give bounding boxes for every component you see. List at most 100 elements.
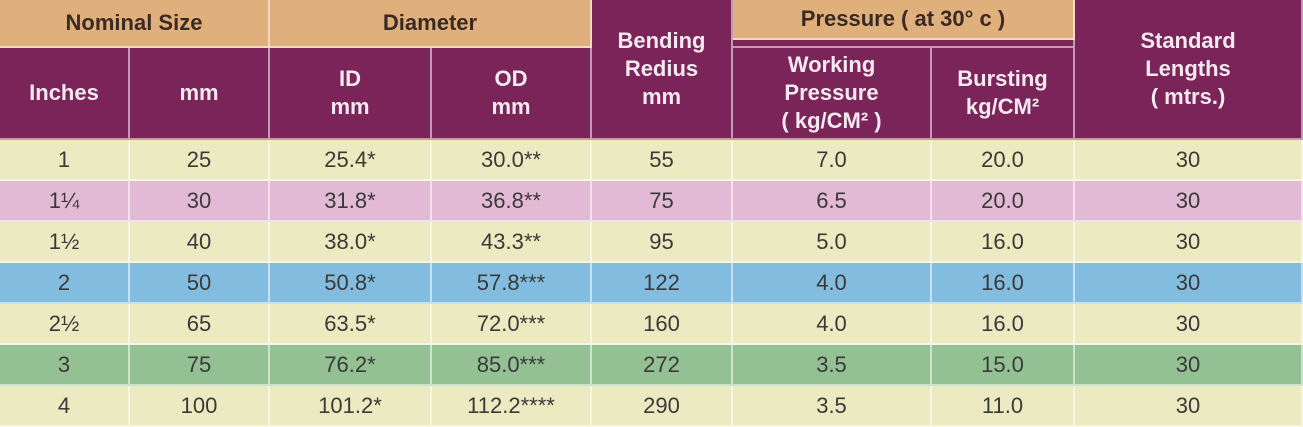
table-cell: 55 (592, 140, 733, 181)
cell-text: 30 (186, 187, 212, 213)
table-cell: 75 (130, 345, 270, 386)
cell-text: 16.0 (981, 269, 1024, 295)
cell-text: 1 (57, 146, 71, 172)
column-header: Working Pressure ( kg/CM² ) (733, 48, 932, 140)
table-cell: 3.5 (733, 345, 932, 386)
table-cell: 43.3** (432, 222, 592, 263)
cell-text: 16.0 (981, 310, 1024, 336)
column-header: Inches (0, 48, 130, 140)
cell-text: Pressure ( at 30° c ) (800, 6, 1006, 31)
cell-text: 4.0 (816, 310, 847, 336)
pressure-gap (733, 40, 1075, 48)
cell-text: 160 (643, 310, 680, 336)
cell-text: Working (787, 52, 876, 77)
table-cell: 50 (130, 263, 270, 304)
cell-text: 3.5 (816, 392, 847, 418)
table-cell: 3.5 (733, 386, 932, 427)
cell-text: 57.8*** (476, 269, 546, 295)
cell-text: mm (491, 94, 531, 119)
table-cell: 85.0*** (432, 345, 592, 386)
cell-text: Standard (1140, 28, 1236, 53)
cell-text: 40 (186, 228, 212, 254)
cell-text: 1½ (48, 228, 80, 254)
cell-text: 30 (1175, 269, 1201, 295)
cell-text: 65 (186, 310, 212, 336)
pressure-header: Pressure ( at 30° c ) (733, 0, 1075, 40)
table-cell: 20.0 (932, 181, 1075, 222)
table-cell: 101.2* (270, 386, 432, 427)
cell-text: OD (494, 66, 528, 91)
cell-text: 6.5 (816, 187, 847, 213)
table-cell: 4 (0, 386, 130, 427)
table-cell: 6.5 (733, 181, 932, 222)
cell-text: 30 (1175, 392, 1201, 418)
cell-text: 31.8* (324, 187, 376, 213)
cell-text: kg/CM² (965, 94, 1040, 119)
table-cell: 5.0 (733, 222, 932, 263)
table-cell: 1 (0, 140, 130, 181)
table-cell: 11.0 (932, 386, 1075, 427)
cell-text: 50.8* (324, 269, 376, 295)
table-cell: 72.0*** (432, 304, 592, 345)
cell-text: 3 (57, 351, 71, 377)
table-cell: 1½ (0, 222, 130, 263)
cell-text: 63.5* (324, 310, 376, 336)
table-cell: 122 (592, 263, 733, 304)
table-cell: 25 (130, 140, 270, 181)
table-cell: 95 (592, 222, 733, 263)
cell-text: 20.0 (981, 187, 1024, 213)
table-cell: 15.0 (932, 345, 1075, 386)
table-cell: 30 (1075, 304, 1303, 345)
cell-text: 20.0 (981, 146, 1024, 172)
cell-text: Lengths (1145, 56, 1231, 81)
table-cell: 2½ (0, 304, 130, 345)
cell-text: Nominal Size (65, 10, 203, 35)
table-cell: 1¼ (0, 181, 130, 222)
table-cell: 38.0* (270, 222, 432, 263)
table-cell: 31.8* (270, 181, 432, 222)
table-cell: 63.5* (270, 304, 432, 345)
cell-text: 5.0 (816, 228, 847, 254)
cell-text: 76.2* (324, 351, 376, 377)
standard-lengths-header: Standard Lengths ( mtrs.) (1075, 0, 1303, 140)
cell-text: 15.0 (981, 351, 1024, 377)
table-cell: 3 (0, 345, 130, 386)
cell-text: 36.8** (481, 187, 541, 213)
table-cell: 2 (0, 263, 130, 304)
cell-text: 11.0 (981, 392, 1024, 418)
cell-text: Pressure (784, 80, 879, 105)
table-cell: 160 (592, 304, 733, 345)
cell-text: 38.0* (324, 228, 376, 254)
cell-text: 112.2**** (467, 392, 555, 418)
table-cell: 30 (1075, 345, 1303, 386)
cell-text: 7.0 (816, 146, 847, 172)
cell-text: Redius (624, 56, 699, 81)
cell-text: ID (339, 66, 361, 91)
table-cell: 16.0 (932, 304, 1075, 345)
cell-text: 4.0 (816, 269, 847, 295)
cell-text: 55 (649, 146, 674, 172)
cell-text: Bursting (957, 66, 1048, 91)
table-cell: 57.8*** (432, 263, 592, 304)
cell-text: 43.3** (481, 228, 541, 254)
table-cell: 30.0** (432, 140, 592, 181)
cell-text: ( kg/CM² ) (781, 108, 882, 133)
table-cell: 272 (592, 345, 733, 386)
cell-text: 30.0** (481, 146, 541, 172)
cell-text: 85.0*** (476, 351, 546, 377)
table-cell: 30 (1075, 140, 1303, 181)
table-cell: 75 (592, 181, 733, 222)
cell-text: 30 (1175, 351, 1201, 377)
cell-text: 30 (1175, 310, 1201, 336)
cell-text: 50 (186, 269, 212, 295)
table-cell: 50.8* (270, 263, 432, 304)
cell-text: 95 (649, 228, 674, 254)
cell-text: Bending (617, 28, 706, 53)
cell-text: mm (330, 94, 370, 119)
cell-text: 122 (643, 269, 680, 295)
table-cell: 76.2* (270, 345, 432, 386)
cell-text: Diameter (382, 10, 478, 35)
table-cell: 4.0 (733, 304, 932, 345)
cell-text: ( mtrs.) (1150, 84, 1226, 109)
